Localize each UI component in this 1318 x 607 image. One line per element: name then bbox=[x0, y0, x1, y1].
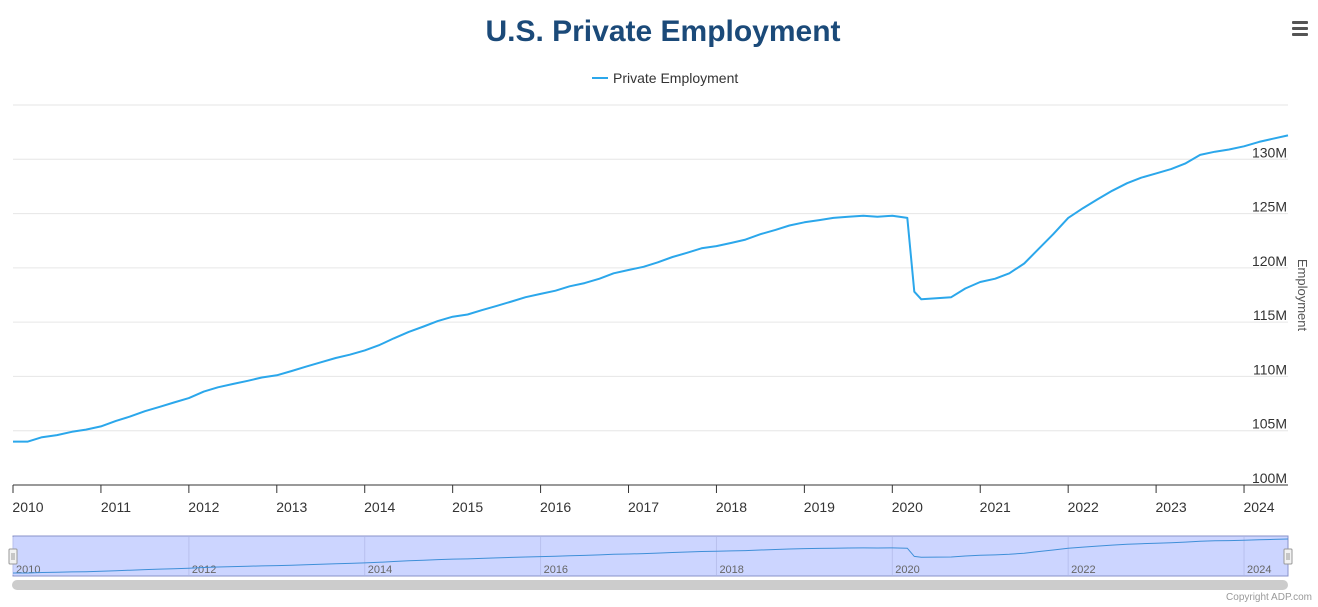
x-tick-label: 2014 bbox=[364, 499, 395, 515]
x-tick-label: 2019 bbox=[804, 499, 835, 515]
x-tick-label: 2015 bbox=[452, 499, 483, 515]
x-tick-label: 2018 bbox=[716, 499, 747, 515]
navigator-handle-right[interactable] bbox=[1283, 548, 1293, 565]
menu-bar-2 bbox=[1292, 27, 1308, 30]
x-tick-label: 2017 bbox=[628, 499, 659, 515]
navigator-tick-label: 2024 bbox=[1247, 564, 1271, 576]
copyright-credit[interactable]: Copyright ADP.com bbox=[1226, 592, 1312, 603]
navigator-tick-label: 2012 bbox=[192, 564, 216, 576]
x-tick-label: 2022 bbox=[1068, 499, 1099, 515]
navigator-series bbox=[13, 538, 1289, 574]
y-tick-label: 130M bbox=[1252, 144, 1287, 160]
x-tick-label: 2012 bbox=[188, 499, 219, 515]
x-tick-label: 2016 bbox=[540, 499, 571, 515]
x-tick-label: 2020 bbox=[892, 499, 923, 515]
grid bbox=[13, 104, 1288, 432]
plot-area bbox=[13, 134, 1289, 443]
navigator-handle-left[interactable] bbox=[8, 548, 18, 565]
menu-bar-3 bbox=[1292, 33, 1308, 36]
hamburger-menu-icon[interactable] bbox=[1287, 18, 1313, 42]
navigator-tick-label: 2018 bbox=[719, 564, 743, 576]
navigator-mask[interactable] bbox=[12, 535, 1289, 577]
x-tick-label: 2011 bbox=[101, 499, 131, 515]
chart-title: U.S. Private Employment bbox=[485, 15, 840, 48]
y-tick-label: 120M bbox=[1252, 253, 1287, 269]
navigator-series-line bbox=[13, 538, 1289, 574]
legend[interactable]: Private Employment bbox=[592, 70, 738, 86]
series-line-private-employment[interactable] bbox=[13, 134, 1289, 443]
y-axis-title: Employment bbox=[1295, 259, 1310, 332]
y-tick-label: 125M bbox=[1252, 199, 1287, 215]
y-tick-label: 105M bbox=[1252, 416, 1287, 432]
y-tick-label: 115M bbox=[1253, 307, 1287, 323]
x-tick-label: 2023 bbox=[1156, 499, 1187, 515]
x-axis: 2010 2011 2012 2013 2014 2015 2016 2017 2018 2019… bbox=[12, 484, 1288, 515]
navigator-tick-label: 2014 bbox=[368, 564, 392, 576]
x-tick-label: 2024 bbox=[1243, 499, 1274, 515]
x-tick-label: 2010 bbox=[12, 499, 43, 515]
menu-bar-1 bbox=[1292, 21, 1308, 24]
navigator-tick-label: 2010 bbox=[16, 564, 40, 576]
navigator-scrollbar[interactable] bbox=[12, 580, 1288, 590]
navigator[interactable]: 2010 2012 2014 2016 2018 2020 2022 2024 bbox=[8, 535, 1293, 577]
y-tick-label: 100M bbox=[1252, 470, 1287, 486]
y-axis: 100M 105M 110M 115M 120M 125M 130M bbox=[1252, 144, 1287, 486]
x-tick-label: 2013 bbox=[276, 499, 307, 515]
x-tick-label: 2021 bbox=[980, 499, 1011, 515]
navigator-tick-label: 2016 bbox=[544, 564, 568, 576]
y-tick-label: 110M bbox=[1253, 361, 1287, 377]
navigator-tick-label: 2020 bbox=[895, 564, 919, 576]
legend-item-private-employment[interactable]: Private Employment bbox=[613, 70, 738, 86]
navigator-tick-label: 2022 bbox=[1071, 564, 1095, 576]
